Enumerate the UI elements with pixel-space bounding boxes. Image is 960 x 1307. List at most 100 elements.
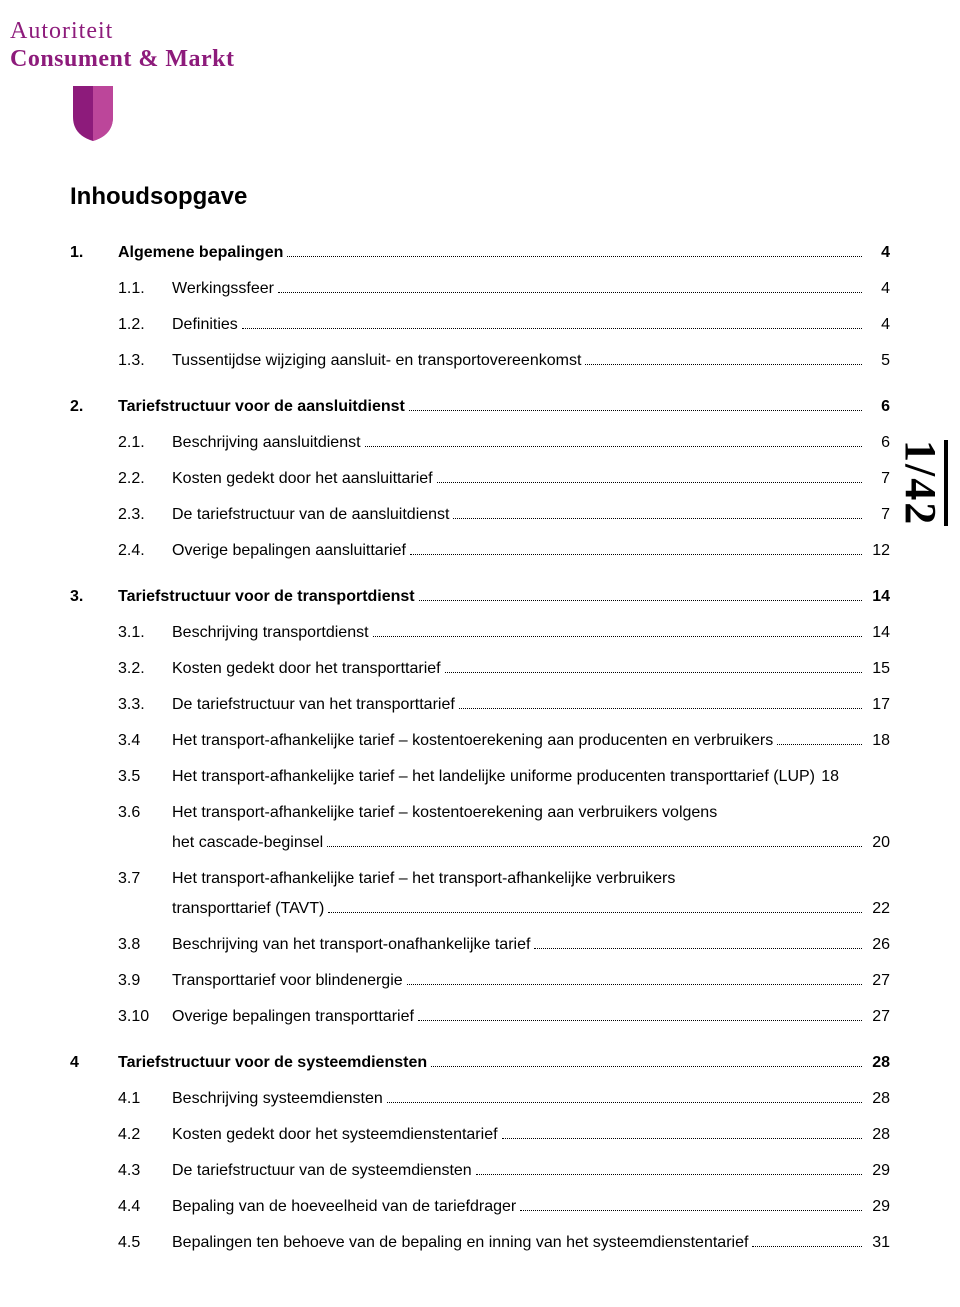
toc-label: De tariefstructuur van de systeemdienste… [172,1159,472,1183]
brand-wordmark: Autoriteit Consument & Markt [10,18,890,73]
toc-number: 4.2 [118,1123,172,1147]
toc-number: 2.2. [118,467,172,491]
toc-entry: 2.2.Kosten gedekt door het aansluittarie… [70,467,890,491]
toc-number: 3.8 [118,933,172,957]
toc-leader [278,278,862,293]
toc-leader [777,730,862,745]
toc-entry: 3.8Beschrijving van het transport-onafha… [70,933,890,957]
toc-leader [476,1160,862,1175]
toc-number: 3.3. [118,693,172,717]
page-number-indicator: 1/42 [898,440,948,526]
shield-icon [70,83,116,143]
toc-page-number: 18 [815,765,839,789]
toc-number: 3.10 [118,1005,172,1029]
toc-leader [287,242,862,257]
toc-label: Tussentijdse wijziging aansluit- en tran… [172,349,581,373]
toc-page-number: 4 [866,313,890,337]
toc-entry: 4.5Bepalingen ten behoeve van de bepalin… [70,1231,890,1255]
toc-number: 1. [70,241,118,265]
toc-page-number: 5 [866,349,890,373]
toc-leader [585,350,862,365]
toc-number: 4.3 [118,1159,172,1183]
toc-number: 2. [70,395,118,419]
toc-number: 4.5 [118,1231,172,1255]
toc-label: Kosten gedekt door het systeemdienstenta… [172,1123,498,1147]
toc-leader [373,622,862,637]
toc-number: 3.7 [118,867,172,891]
toc-number: 4.4 [118,1195,172,1219]
toc-number: 1.2. [118,313,172,337]
toc-number: 3.2. [118,657,172,681]
toc-page-number: 28 [866,1051,890,1075]
toc-entry: 2.4.Overige bepalingen aansluittarief12 [70,539,890,563]
toc-page-number: 12 [866,539,890,563]
toc-label: Beschrijving systeemdiensten [172,1087,383,1111]
toc-number: 2.4. [118,539,172,563]
toc-label: Beschrijving van het transport-onafhanke… [172,933,530,957]
toc-label: Beschrijving aansluitdienst [172,431,361,455]
toc-number: 2.1. [118,431,172,455]
toc-page-number: 17 [866,693,890,717]
toc-number: 3.9 [118,969,172,993]
toc-entry: 4.2Kosten gedekt door het systeemdienste… [70,1123,890,1147]
toc-page-number: 4 [866,277,890,301]
toc-number: 1.1. [118,277,172,301]
toc-section: 1.Algemene bepalingen4 [70,241,890,265]
toc-leader [502,1124,862,1139]
toc-leader [534,934,862,949]
toc-leader [365,432,862,447]
toc-number: 3.6 [118,801,172,825]
toc-number: 4 [70,1051,118,1075]
toc-page-number: 27 [866,1005,890,1029]
toc-leader [520,1196,862,1211]
toc-leader [445,658,862,673]
toc-entry: 4.4Bepaling van de hoeveelheid van de ta… [70,1195,890,1219]
toc-page-number: 22 [866,897,890,921]
toc-leader [437,468,862,483]
toc-entry: 3.9Transporttarief voor blindenergie27 [70,969,890,993]
toc-page-number: 6 [866,431,890,455]
toc-entry: 3.2.Kosten gedekt door het transporttari… [70,657,890,681]
toc-label: Tariefstructuur voor de transportdienst [118,585,415,609]
toc-leader [459,694,862,709]
toc-page-number: 15 [866,657,890,681]
toc-entry: 3.3.De tariefstructuur van het transport… [70,693,890,717]
toc-entry: 2.1.Beschrijving aansluitdienst 6 [70,431,890,455]
toc-number: 3.4 [118,729,172,753]
toc-entry: 3.4Het transport-afhankelijke tarief – k… [70,729,890,753]
toc-page-number: 28 [866,1123,890,1147]
toc-entry: 3.6Het transport-afhankelijke tarief – k… [70,801,890,825]
toc-entry-continuation: het cascade-beginsel20 [70,831,890,855]
toc-page-number: 14 [866,621,890,645]
page-title: Inhoudsopgave [70,183,890,211]
toc-leader [328,898,862,913]
toc-number: 1.3. [118,349,172,373]
toc-entry: 4.1Beschrijving systeemdiensten28 [70,1087,890,1111]
toc-label: De tariefstructuur van de aansluitdienst [172,503,449,527]
toc-leader [453,504,862,519]
toc-leader [242,314,862,329]
toc-label: Bepaling van de hoeveelheid van de tarie… [172,1195,516,1219]
toc-label: Beschrijving transportdienst [172,621,369,645]
toc-page-number: 14 [866,585,890,609]
toc-entry: 1.1.Werkingssfeer 4 [70,277,890,301]
toc-page-number: 31 [866,1231,890,1255]
toc-entry: 1.3.Tussentijdse wijziging aansluit- en … [70,349,890,373]
toc-label: Het transport-afhankelijke tarief – kost… [172,801,717,825]
table-of-contents: 1.Algemene bepalingen4 1.1.Werkingssfeer 4… [70,241,890,1255]
toc-label: Tariefstructuur voor de aansluitdienst [118,395,405,419]
document-page: Autoriteit Consument & Markt Inhoudsopga… [0,0,960,1307]
toc-section: 4Tariefstructuur voor de systeemdiensten… [70,1051,890,1075]
toc-number: 4.1 [118,1087,172,1111]
toc-entry: 3.10Overige bepalingen transporttarief27 [70,1005,890,1029]
toc-page-number: 7 [866,467,890,491]
toc-label: Werkingssfeer [172,277,274,301]
toc-page-number: 27 [866,969,890,993]
toc-page-number: 18 [866,729,890,753]
toc-leader [752,1232,862,1247]
toc-leader [419,586,862,601]
toc-number: 3.1. [118,621,172,645]
toc-entry-continuation: transporttarief (TAVT)22 [70,897,890,921]
toc-label: Het transport-afhankelijke tarief – kost… [172,729,773,753]
toc-leader [410,540,862,555]
